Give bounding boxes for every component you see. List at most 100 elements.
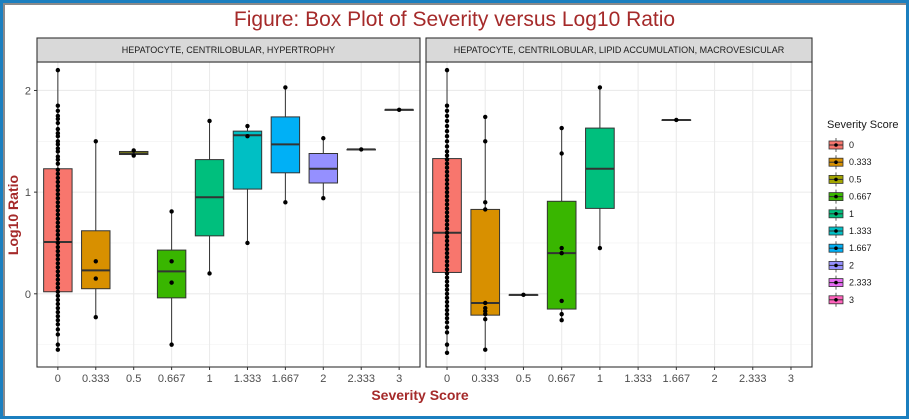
data-point xyxy=(444,177,450,183)
data-point xyxy=(483,317,488,322)
data-point xyxy=(444,123,450,129)
data-point xyxy=(444,303,450,309)
data-point xyxy=(55,240,61,246)
data-point xyxy=(55,179,61,185)
data-point xyxy=(55,200,61,205)
legend-label: 0.5 xyxy=(849,174,862,184)
legend-key-point xyxy=(834,194,838,199)
data-point xyxy=(444,194,450,199)
y-tick-label: 1 xyxy=(25,187,31,199)
data-point xyxy=(444,202,450,207)
data-point xyxy=(444,165,450,170)
data-point xyxy=(55,175,61,181)
data-point xyxy=(597,85,603,90)
data-point xyxy=(444,185,450,191)
data-point xyxy=(131,153,136,158)
data-point xyxy=(559,151,564,156)
data-point xyxy=(444,161,450,166)
box-0.333 xyxy=(470,208,501,316)
data-point xyxy=(283,85,288,90)
data-point xyxy=(55,154,61,159)
data-point xyxy=(444,330,450,335)
data-point xyxy=(444,128,450,134)
data-point xyxy=(444,275,450,280)
data-point xyxy=(674,117,679,123)
data-point xyxy=(55,248,61,254)
data-point xyxy=(207,118,212,124)
data-point xyxy=(483,200,488,205)
data-point xyxy=(559,250,564,256)
data-point xyxy=(483,308,488,314)
data-point xyxy=(559,311,564,317)
data-point xyxy=(55,265,61,270)
data-point xyxy=(483,207,488,212)
data-point xyxy=(55,289,61,294)
data-point xyxy=(55,322,61,327)
legend-label: 1.667 xyxy=(849,243,872,253)
x-tick-label: 0.667 xyxy=(158,373,186,385)
legend-key-point xyxy=(834,263,838,268)
data-point xyxy=(55,146,61,151)
data-point xyxy=(321,196,326,201)
data-point xyxy=(444,307,450,313)
legend-label: 1.333 xyxy=(849,226,872,236)
data-point xyxy=(55,196,61,201)
legend-key-point xyxy=(834,280,838,285)
data-point xyxy=(444,279,450,284)
data-point xyxy=(55,261,61,266)
y-axis-title: Log10 Ratio xyxy=(5,175,21,255)
data-point xyxy=(55,318,61,323)
facet-strip xyxy=(36,37,421,63)
legend-label: 3 xyxy=(849,295,854,305)
data-point xyxy=(55,232,61,238)
data-point xyxy=(55,301,61,307)
data-point xyxy=(55,126,61,132)
data-point xyxy=(55,269,61,274)
legend-label: 0.667 xyxy=(849,192,872,202)
data-point xyxy=(131,148,136,153)
data-point xyxy=(444,210,450,215)
data-point xyxy=(55,103,61,108)
data-point xyxy=(93,139,98,144)
data-point xyxy=(245,123,250,129)
data-point xyxy=(55,171,61,177)
data-point xyxy=(444,108,450,114)
x-tick-label: 0.333 xyxy=(471,373,499,385)
x-tick-label: 2.333 xyxy=(347,373,375,385)
data-point xyxy=(444,230,450,235)
data-point xyxy=(169,209,174,214)
data-point xyxy=(444,295,450,301)
data-point xyxy=(444,350,450,355)
data-point xyxy=(55,134,61,139)
data-point xyxy=(444,149,450,154)
legend-key-point xyxy=(834,229,838,233)
data-point xyxy=(169,259,174,264)
data-point xyxy=(444,263,450,268)
legend-label: 0 xyxy=(849,140,854,150)
data-point xyxy=(55,116,61,122)
data-point xyxy=(444,139,450,144)
data-point xyxy=(444,299,450,305)
box-1.333 xyxy=(232,130,263,190)
data-point xyxy=(93,314,98,320)
data-point xyxy=(55,244,61,250)
x-tick-label: 0 xyxy=(55,373,61,385)
data-point xyxy=(396,107,402,112)
data-point xyxy=(359,147,364,152)
data-point xyxy=(444,157,450,162)
x-tick-label: 0.333 xyxy=(82,373,110,385)
data-point xyxy=(55,187,61,193)
x-tick-label: 1.667 xyxy=(663,373,691,385)
x-tick-label: 2.333 xyxy=(739,373,767,385)
legend-label: 1 xyxy=(849,209,854,219)
data-point xyxy=(444,226,450,231)
legend-key-point xyxy=(834,143,838,147)
legend-key-point xyxy=(834,212,838,216)
data-point xyxy=(444,173,450,179)
data-point xyxy=(444,291,450,296)
data-point xyxy=(55,236,61,242)
y-tick-label: 0 xyxy=(25,289,31,301)
data-point xyxy=(169,342,174,347)
data-point xyxy=(559,245,564,251)
